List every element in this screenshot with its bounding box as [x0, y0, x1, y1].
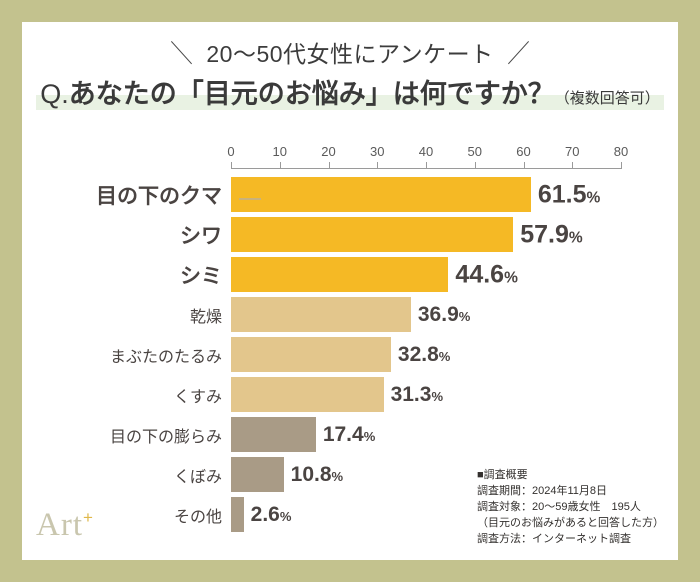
bar-category-label: シワ — [180, 224, 222, 248]
bar-category-label: 目の下の膨らみ — [109, 428, 222, 446]
logo-text: Art — [36, 507, 83, 543]
bar-value-number: 44.6 — [455, 260, 505, 288]
x-axis-tick-label: 80 — [613, 144, 629, 159]
percent-sign: % — [568, 229, 583, 246]
logo-plus-icon: + — [83, 508, 94, 527]
x-axis-tick — [426, 162, 427, 169]
infographic-panel: ＼ 20〜50代女性にアンケート ／ Q.あなたの「目元のお悩み」は何ですか？（複数… — [22, 22, 678, 560]
bar-value-label: 44.6% — [448, 260, 517, 289]
x-axis-tick-label: 40 — [418, 144, 434, 159]
x-axis-tick — [572, 162, 574, 169]
survey-heading: ■調査概要 — [477, 469, 528, 482]
title-highlight: Q.あなたの「目元のお悩み」は何ですか？（複数回答可） — [36, 72, 664, 111]
bar-value-number: 61.5 — [537, 180, 587, 208]
x-axis-tick — [523, 162, 525, 169]
bar-category-label: くすみ — [173, 388, 222, 406]
x-axis-tick-label: 70 — [565, 144, 580, 159]
bar-value-number: 32.8 — [397, 342, 439, 366]
survey-target-note: （目元のお悩みがあると回答した方） — [477, 517, 664, 530]
bar — [231, 457, 284, 492]
x-axis-tick — [621, 162, 622, 169]
percent-sign: % — [504, 269, 518, 286]
x-axis-tick-label: 20 — [321, 144, 336, 159]
survey-target: 調査対象：20〜59歳女性 195人 — [477, 501, 641, 514]
bar-category-label: まぶたのたるみ — [109, 348, 222, 366]
percent-sign: % — [363, 428, 376, 444]
subtitle-row: ＼ 20〜50代女性にアンケート ／ — [22, 34, 678, 70]
bar-marker-dash — [239, 198, 261, 200]
title-note-text: （複数回答可） — [554, 90, 660, 107]
bar-value-number: 17.4 — [322, 422, 364, 446]
bar — [231, 177, 531, 212]
bar-category-label: 乾燥 — [189, 308, 222, 326]
bar-value-number: 31.3 — [390, 382, 432, 406]
bar-value-number: 10.8 — [290, 462, 332, 486]
brand-logo: Art+ — [36, 507, 94, 544]
bar-category-label: シミ — [180, 264, 222, 288]
x-axis-tick — [377, 162, 379, 169]
bar-value-number: 2.6 — [250, 502, 280, 526]
bar-value-label: 2.6% — [244, 503, 292, 527]
x-axis-tick — [231, 162, 232, 169]
bar-category-label: その他 — [173, 508, 222, 526]
x-axis-tick-label: 10 — [272, 144, 287, 159]
x-axis-tick-label: 50 — [467, 144, 482, 159]
bar-row: シワ 57.9% — [180, 216, 678, 253]
x-axis-tick — [328, 162, 330, 169]
bar-row: シミ 44.6% — [180, 256, 678, 293]
x-axis-tick — [474, 162, 476, 169]
bar-row: 目の下の膨らみ 17.4% — [110, 416, 678, 453]
bar-value-label: 17.4% — [316, 423, 375, 447]
bar-value-label: 61.5% — [531, 180, 600, 209]
bar-row: まぶたのたるみ 32.8% — [110, 336, 678, 373]
percent-sign: % — [279, 508, 292, 524]
bar-chart: 0 10 20 30 40 50 60 70 80 目の下のクマ 61.5% シワ 57.9% シミ 44… — [22, 118, 678, 532]
bar — [231, 217, 514, 252]
bar-value-label: 57.9% — [513, 220, 582, 249]
bar-row: くすみ 31.3% — [174, 376, 678, 413]
bar — [231, 497, 244, 532]
header: ＼ 20〜50代女性にアンケート ／ Q.あなたの「目元のお悩み」は何ですか？（複数… — [22, 22, 678, 118]
percent-sign: % — [586, 189, 601, 206]
title-question-prefix: Q. — [40, 79, 69, 109]
bar-rows: 目の下のクマ 61.5% シワ 57.9% シミ 44.6% 乾燥 36.9% まぶたのたるみ 3… — [22, 176, 678, 536]
x-axis-tick-labels: 0 10 20 30 40 50 60 70 80 — [22, 144, 678, 162]
percent-sign: % — [431, 388, 444, 404]
bar-row: その他 2.6% — [174, 496, 678, 533]
subtitle-text: 20〜50代女性にアンケート — [206, 41, 494, 67]
title-main-text: あなたの「目元のお悩み」は何ですか？ — [68, 79, 555, 109]
percent-sign: % — [331, 468, 344, 484]
survey-overview: ■調査概要 調査期間：2024年11月8日 調査対象：20〜59歳女性 195人… — [477, 468, 664, 548]
bar — [231, 257, 449, 292]
bar-value-label: 31.3% — [384, 383, 443, 407]
bar-row: 目の下のクマ 61.5% — [96, 176, 678, 213]
x-axis-tick-label: 0 — [227, 144, 235, 159]
bar-value-label: 36.9% — [411, 303, 470, 327]
percent-sign: % — [438, 348, 451, 364]
x-axis-tick-label: 60 — [516, 144, 531, 159]
slash-left-icon: ＼ — [170, 40, 194, 68]
bar-value-label: 32.8% — [391, 343, 450, 367]
bar — [231, 377, 384, 412]
bar-category-label: くぼみ — [173, 468, 222, 486]
bar-value-number: 57.9 — [520, 220, 569, 248]
x-axis-tick — [279, 162, 281, 169]
bar — [231, 337, 391, 372]
bar-category-label: 目の下のクマ — [96, 184, 222, 208]
survey-period: 調査期間：2024年11月8日 — [477, 485, 608, 498]
bar — [231, 417, 316, 452]
bar-value-number: 36.9 — [417, 302, 459, 326]
bar-row: 乾燥 36.9% — [190, 296, 678, 333]
slash-right-icon: ／ — [506, 40, 530, 68]
bar — [231, 297, 411, 332]
bar-row: くぼみ 10.8% — [174, 456, 678, 493]
percent-sign: % — [458, 308, 471, 324]
bar-value-label: 10.8% — [284, 463, 343, 487]
x-axis-tick-label: 30 — [370, 144, 385, 159]
survey-method: 調査方法：インターネット調査 — [477, 533, 631, 546]
page-title: Q.あなたの「目元のお悩み」は何ですか？（複数回答可） — [22, 72, 678, 111]
